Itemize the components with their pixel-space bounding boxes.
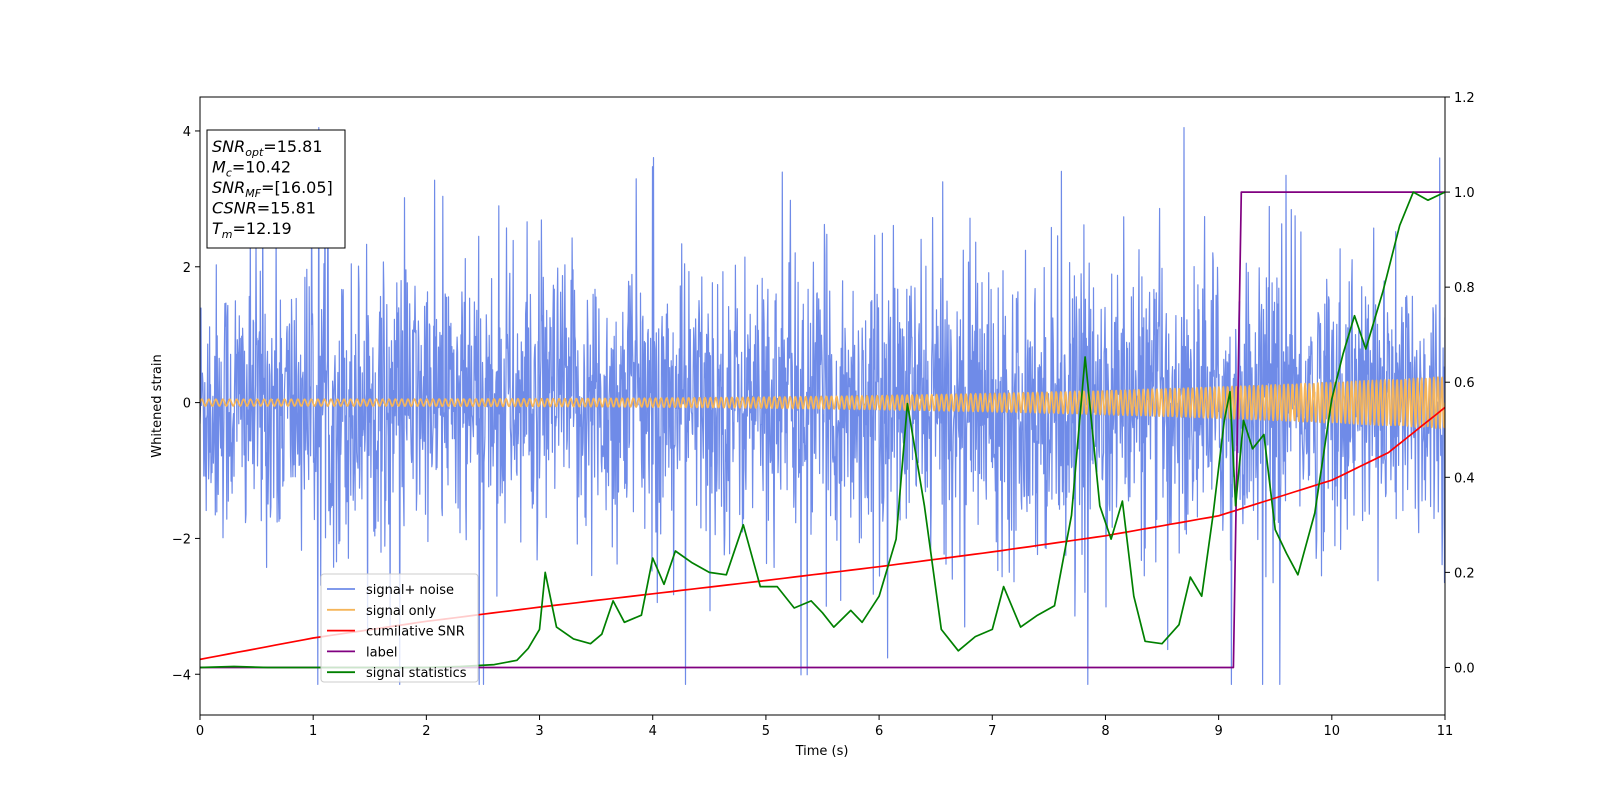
x-tick-label: 0 [196, 724, 204, 739]
legend-label-cumilative-snr: cumilative SNR [366, 625, 465, 640]
x-tick-label: 6 [875, 724, 883, 739]
x-tick-label: 9 [1214, 724, 1222, 739]
y-right-tick-label: 1.2 [1454, 91, 1475, 106]
y-axis-label: Whitened strain [150, 354, 165, 457]
x-tick-label: 7 [988, 724, 996, 739]
x-tick-label: 5 [762, 724, 770, 739]
info-box: SNRopt=15.81Mc=10.42SNRMF=[16.05]CSNR=15… [206, 129, 346, 249]
x-tick-label: 10 [1324, 724, 1341, 739]
y-left-tick-label: 4 [183, 125, 191, 140]
x-tick-label: 11 [1437, 724, 1454, 739]
legend-label-signal-statistics: signal statistics [366, 666, 467, 681]
legend: signal+ noise signal only cumilative SNR la… [320, 573, 479, 683]
info-line: CSNR=15.81 [212, 199, 316, 218]
x-axis-label: Time (s) [795, 744, 849, 759]
legend-label-label: label [366, 645, 397, 660]
ticks-layer: 0 1 2 3 4 5 6 7 8 9 10 11 −4 −2 0 2 4 0.0 0.2 0.4 0.6 0.8 1.0 1… [172, 91, 1475, 739]
plot-frame [199, 96, 1446, 716]
x-tick-label: 1 [309, 724, 317, 739]
x-tick-label: 2 [422, 724, 430, 739]
y-right-tick-label: 0.8 [1454, 281, 1475, 296]
y-left-tick-label: −2 [172, 532, 191, 547]
y-right-tick-label: 0.0 [1454, 661, 1475, 676]
y-right-tick-label: 0.6 [1454, 376, 1475, 391]
y-right-tick-label: 0.2 [1454, 566, 1475, 581]
y-right-tick-label: 1.0 [1454, 186, 1475, 201]
info-line: Tm=12.19 [212, 219, 292, 241]
info-line: SNRMF=[16.05] [212, 178, 333, 200]
y-left-tick-label: 2 [183, 261, 191, 276]
y-left-tick-label: 0 [183, 397, 191, 412]
x-tick-label: 3 [535, 724, 543, 739]
series-line-label [200, 191, 1445, 669]
info-line: SNRopt=15.81 [212, 137, 323, 159]
x-tick-label: 8 [1101, 724, 1109, 739]
y-right-tick-label: 0.4 [1454, 471, 1475, 486]
legend-label-signal-noise: signal+ noise [366, 583, 454, 598]
legend-frame [320, 573, 479, 683]
info-line: Mc=10.42 [212, 158, 291, 180]
x-tick-label: 4 [649, 724, 657, 739]
y-left-tick-label: −4 [172, 668, 191, 683]
legend-label-signal-only: signal only [366, 604, 436, 619]
series-line-signal-statistics [200, 191, 1445, 669]
